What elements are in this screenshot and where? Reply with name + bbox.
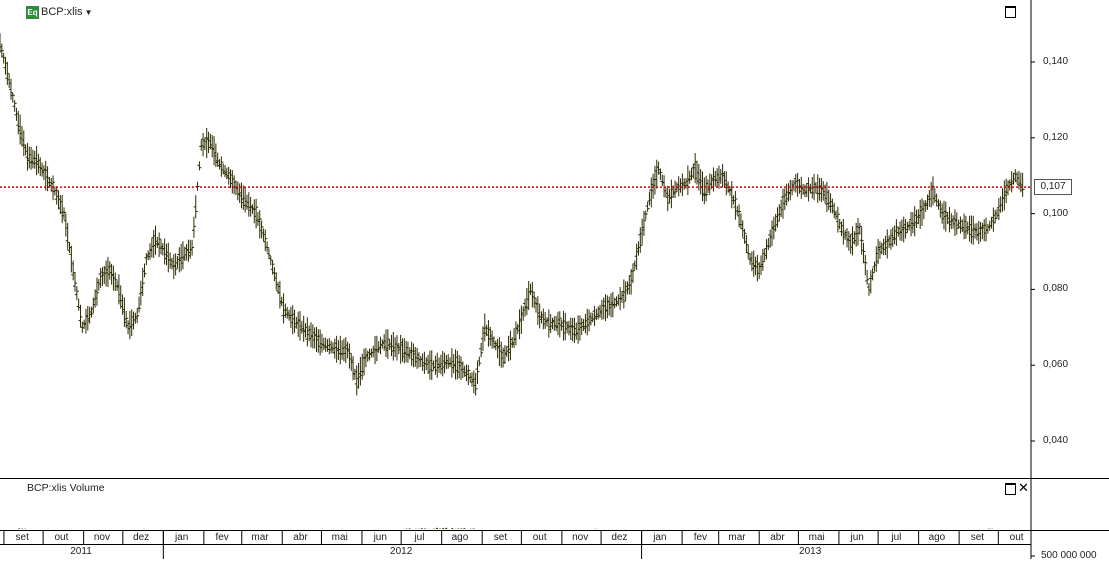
month-label: out: [520, 532, 560, 543]
month-label: jul: [399, 532, 439, 543]
volume-bar: [451, 528, 453, 529]
month-label: abr: [281, 532, 321, 543]
price-bar: [194, 195, 198, 218]
month-label: mar: [240, 532, 280, 543]
month-label: fev: [680, 532, 720, 543]
price-tick-label: 0,040: [1043, 435, 1068, 446]
volume-bar: [442, 528, 444, 529]
month-label: ago: [917, 532, 957, 543]
month-label: out: [41, 532, 81, 543]
month-label: jul: [876, 532, 916, 543]
maximize-volume-panel-button[interactable]: [1005, 483, 1016, 495]
month-label: dez: [121, 532, 161, 543]
price-tick-label: 0,100: [1043, 208, 1068, 219]
year-label: 2012: [371, 546, 431, 557]
maximize-price-panel-button[interactable]: [1005, 6, 1016, 18]
price-bar: [733, 191, 737, 220]
month-label: set: [2, 532, 42, 543]
ticker-label: BCP:xlis: [41, 6, 83, 18]
volume-tick-label: 500 000 000: [1041, 550, 1097, 561]
close-volume-panel-icon[interactable]: ✕: [1018, 482, 1029, 493]
price-tick-label: 0,080: [1043, 283, 1068, 294]
month-label: out: [997, 532, 1037, 543]
price-tick-label: 0,140: [1043, 56, 1068, 67]
volume-panel-title: BCP:xlis Volume: [27, 482, 105, 494]
volume-bar: [473, 528, 475, 529]
month-label: fev: [202, 532, 242, 543]
price-bar: [192, 217, 196, 238]
month-label: nov: [560, 532, 600, 543]
month-label: jan: [640, 532, 680, 543]
ticker-selector[interactable]: Eq BCP:xlis ▼: [26, 4, 92, 20]
volume-bar: [445, 528, 447, 529]
price-bar: [196, 182, 200, 191]
year-label: 2013: [780, 546, 840, 557]
month-label: mai: [320, 532, 360, 543]
month-label: abr: [757, 532, 797, 543]
month-label: dez: [599, 532, 639, 543]
month-label: nov: [82, 532, 122, 543]
chevron-down-icon: ▼: [85, 8, 93, 17]
price-bar: [197, 161, 201, 170]
volume-bar: [421, 528, 423, 529]
volume-bar: [18, 528, 20, 529]
month-label: set: [480, 532, 520, 543]
month-label: jan: [162, 532, 202, 543]
year-label: 2011: [51, 546, 111, 557]
month-label: mai: [797, 532, 837, 543]
month-label: ago: [440, 532, 480, 543]
price-tick-label: 0,120: [1043, 132, 1068, 143]
month-label: jun: [837, 532, 877, 543]
month-label: set: [957, 532, 997, 543]
volume-bar: [463, 528, 465, 529]
last-price-label: 0,107: [1034, 179, 1072, 195]
volume-bar: [409, 528, 411, 529]
equity-badge-icon: Eq: [26, 6, 39, 19]
month-label: mar: [717, 532, 757, 543]
price-tick-label: 0,060: [1043, 359, 1068, 370]
volume-bar: [436, 528, 438, 529]
month-label: jun: [360, 532, 400, 543]
